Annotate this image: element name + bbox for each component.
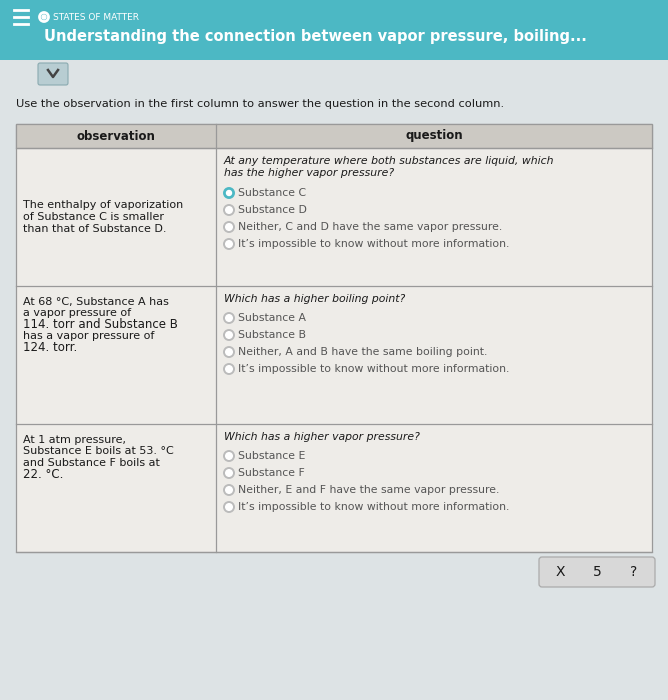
Circle shape <box>224 468 234 478</box>
Text: Neither, A and B have the same boiling point.: Neither, A and B have the same boiling p… <box>238 347 488 357</box>
FancyBboxPatch shape <box>0 0 668 60</box>
Circle shape <box>224 347 234 357</box>
Circle shape <box>224 205 234 215</box>
Circle shape <box>224 239 234 249</box>
Circle shape <box>224 364 234 374</box>
FancyBboxPatch shape <box>38 63 68 85</box>
Text: It’s impossible to know without more information.: It’s impossible to know without more inf… <box>238 502 510 512</box>
Text: than that of Substance D.: than that of Substance D. <box>23 223 166 234</box>
Text: At 1 atm pressure,: At 1 atm pressure, <box>23 435 126 444</box>
Text: It’s impossible to know without more information.: It’s impossible to know without more inf… <box>238 239 510 249</box>
Text: Which has a higher boiling point?: Which has a higher boiling point? <box>224 294 405 304</box>
Text: Neither, E and F have the same vapor pressure.: Neither, E and F have the same vapor pre… <box>238 485 500 495</box>
FancyBboxPatch shape <box>16 124 652 552</box>
Text: 114. torr and Substance B: 114. torr and Substance B <box>23 318 178 331</box>
Text: Substance E: Substance E <box>238 451 305 461</box>
Circle shape <box>224 222 234 232</box>
Text: Substance D: Substance D <box>238 205 307 215</box>
Text: It’s impossible to know without more information.: It’s impossible to know without more inf… <box>238 364 510 374</box>
Text: and Substance F boils at: and Substance F boils at <box>23 458 160 468</box>
Text: 124. torr.: 124. torr. <box>23 342 77 354</box>
Text: Which has a higher vapor pressure?: Which has a higher vapor pressure? <box>224 432 420 442</box>
FancyBboxPatch shape <box>539 557 655 587</box>
Circle shape <box>224 330 234 340</box>
Text: observation: observation <box>77 130 156 143</box>
Circle shape <box>42 15 46 19</box>
Circle shape <box>224 502 234 512</box>
Text: At any temperature where both substances are liquid, which
has the higher vapor : At any temperature where both substances… <box>224 156 554 178</box>
Circle shape <box>224 313 234 323</box>
Text: a vapor pressure of: a vapor pressure of <box>23 308 131 318</box>
Text: of Substance C is smaller: of Substance C is smaller <box>23 212 164 222</box>
Text: X: X <box>555 565 564 579</box>
Text: Substance A: Substance A <box>238 313 306 323</box>
FancyBboxPatch shape <box>16 124 652 148</box>
Circle shape <box>224 451 234 461</box>
Circle shape <box>224 485 234 495</box>
Text: 22. °C.: 22. °C. <box>23 468 63 481</box>
Text: Use the observation in the first column to answer the question in the second col: Use the observation in the first column … <box>16 99 504 109</box>
Circle shape <box>226 190 232 195</box>
Text: Substance E boils at 53. °C: Substance E boils at 53. °C <box>23 447 174 456</box>
Text: Substance C: Substance C <box>238 188 306 198</box>
Text: STATES OF MATTER: STATES OF MATTER <box>53 13 139 22</box>
Circle shape <box>224 188 234 198</box>
Text: has a vapor pressure of: has a vapor pressure of <box>23 331 154 342</box>
Text: Substance F: Substance F <box>238 468 305 478</box>
Text: Neither, C and D have the same vapor pressure.: Neither, C and D have the same vapor pre… <box>238 222 502 232</box>
Text: Substance B: Substance B <box>238 330 306 340</box>
Text: 5: 5 <box>593 565 601 579</box>
Text: The enthalpy of vaporization: The enthalpy of vaporization <box>23 200 183 211</box>
Text: Understanding the connection between vapor pressure, boiling...: Understanding the connection between vap… <box>44 29 587 43</box>
Text: ?: ? <box>631 565 638 579</box>
Text: At 68 °C, Substance A has: At 68 °C, Substance A has <box>23 297 169 307</box>
Text: question: question <box>405 130 463 143</box>
